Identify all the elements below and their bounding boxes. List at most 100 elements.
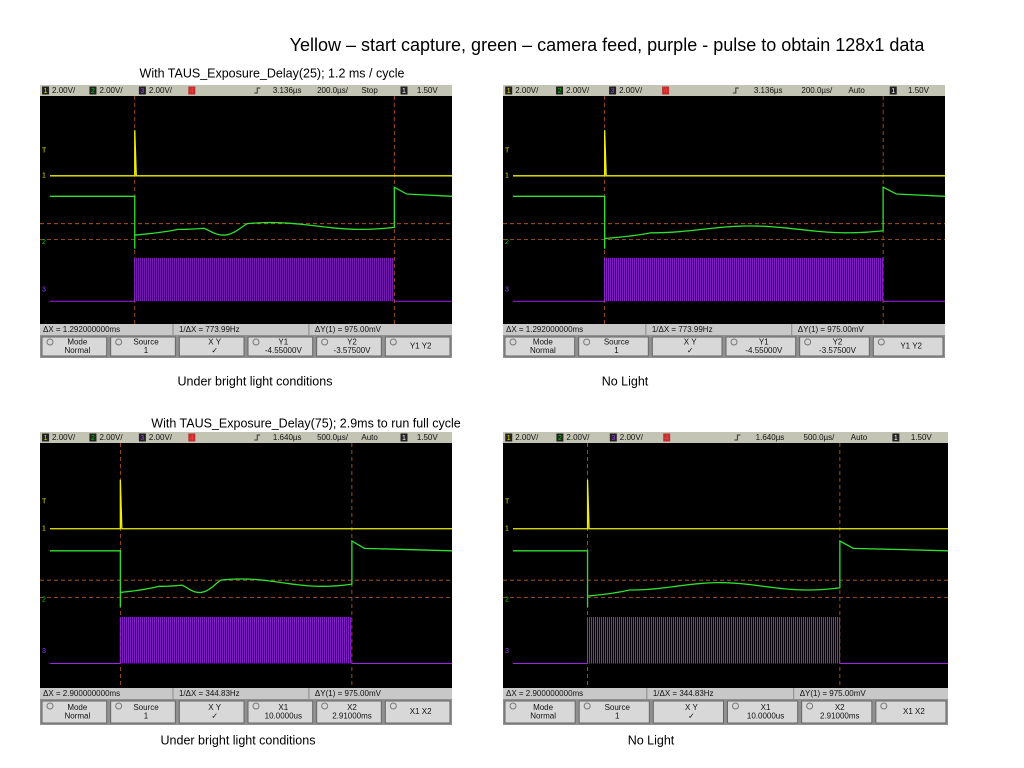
- knob-icon: [389, 702, 397, 710]
- channel-scale: 2.00V/: [52, 86, 76, 95]
- softkey: [316, 336, 382, 357]
- ground-marker: 1: [42, 526, 46, 533]
- channel-scale: 2.00V/: [99, 86, 123, 95]
- channel-number: 4: [665, 435, 669, 442]
- ground-marker: 3: [505, 648, 509, 655]
- mode: Auto: [361, 433, 378, 442]
- channel-scale: 2.00V/: [620, 433, 644, 442]
- channel-number: 4: [190, 88, 194, 95]
- channel-scale: 2.00V/: [566, 433, 590, 442]
- delay: 3.136µs: [273, 86, 302, 95]
- channel-box: [556, 433, 564, 442]
- ground-marker: 2: [505, 239, 509, 246]
- softkey: [247, 700, 314, 724]
- softkey-text: X1 X2: [410, 707, 432, 716]
- softkey-text: Source: [133, 337, 159, 346]
- channel-box: [505, 433, 513, 442]
- scope-label: No Light: [628, 733, 675, 747]
- ground-marker: T: [42, 499, 47, 506]
- trigger-channel: 1: [402, 88, 406, 95]
- softkey-text: X2: [347, 703, 357, 712]
- trigger-icon: [254, 434, 261, 441]
- softkey-text: Normal: [64, 711, 90, 720]
- scope-label: Under bright light conditions: [178, 374, 333, 388]
- ground-marker: 3: [42, 287, 46, 294]
- channel-box: [662, 86, 670, 95]
- purple-trace: [50, 257, 452, 302]
- softkey-text: X1: [278, 703, 288, 712]
- softkey: [247, 336, 314, 357]
- trigger-channel: 1: [891, 88, 895, 95]
- ground-marker: 1: [505, 526, 509, 533]
- softkey-text: Y1 Y2: [900, 342, 922, 351]
- status-bar: [503, 85, 945, 96]
- softkey: [875, 700, 947, 724]
- knob-icon: [509, 702, 517, 710]
- softkey-text: 1: [144, 346, 149, 355]
- channel-number: 1: [44, 88, 48, 95]
- softkey-text: 10.0000us: [265, 711, 302, 720]
- knob-icon: [732, 702, 739, 710]
- softkey-text: X Y: [685, 703, 698, 712]
- softkey: [316, 700, 382, 724]
- softkey-text: Mode: [533, 703, 554, 712]
- softkey-text: -3.57500V: [819, 346, 857, 355]
- channel-box: [609, 433, 617, 442]
- knob-icon: [389, 338, 397, 346]
- softkey-text: 2.91000ms: [332, 711, 372, 720]
- channel-number: 3: [140, 435, 144, 442]
- softkey-text: Normal: [530, 346, 556, 355]
- softkey-text: X Y: [684, 337, 697, 346]
- softkey: [504, 700, 576, 724]
- softkey-text: Y1: [759, 337, 769, 346]
- yellow-trace: [50, 479, 452, 530]
- measure-bar: [40, 324, 452, 335]
- softkey-text: Source: [605, 703, 631, 712]
- measurement: ΔX = 2.900000000ms: [43, 689, 120, 698]
- ground-marker: T: [505, 148, 510, 155]
- knob-icon: [252, 702, 260, 710]
- measurement: ΔY(1) = 975.00mV: [800, 689, 867, 698]
- softkey: [41, 336, 108, 357]
- softkey-text: Y2: [347, 337, 357, 346]
- status-bar: [503, 432, 948, 443]
- softkey-text: 2.91000ms: [820, 711, 860, 720]
- measurement: ΔX = 2.900000000ms: [506, 689, 583, 698]
- channel-scale: 2.00V/: [149, 86, 173, 95]
- softkey: [801, 700, 873, 724]
- softkey-text: -4.55000V: [745, 346, 783, 355]
- channel-scale: 2.00V/: [52, 433, 76, 442]
- yellow-trace: [513, 130, 945, 177]
- softkey: [578, 336, 649, 357]
- softkey: [110, 336, 176, 357]
- softkey-bar: [503, 699, 948, 725]
- trigger-icon: [734, 434, 741, 441]
- channel-box: [138, 433, 146, 442]
- knob-icon: [509, 338, 517, 346]
- timebase: 200.0µs/: [801, 86, 833, 95]
- channel-number: 3: [140, 88, 144, 95]
- knob-icon: [252, 338, 260, 346]
- measurement: 1/ΔX = 344.83Hz: [179, 689, 240, 698]
- channel-box: [138, 86, 146, 95]
- softkey-text: Normal: [64, 346, 90, 355]
- purple-trace: [513, 257, 945, 302]
- softkey-text: Source: [604, 337, 630, 346]
- knob-icon: [583, 338, 591, 346]
- knob-icon: [583, 702, 591, 710]
- channel-number: 2: [558, 435, 562, 442]
- softkey: [578, 700, 650, 724]
- knob-icon: [115, 702, 123, 710]
- timebase: 500.0µs/: [804, 433, 836, 442]
- trigger-channel: 1: [894, 435, 898, 442]
- level: 1.50V: [417, 433, 439, 442]
- trigger-box: [400, 433, 408, 442]
- timebase: 500.0µs/: [317, 433, 349, 442]
- softkey-text: Y1 Y2: [410, 342, 432, 351]
- level: 1.50V: [908, 86, 930, 95]
- measurement: ΔX = 1.292000000ms: [43, 325, 120, 334]
- mode: Auto: [851, 433, 868, 442]
- timebase: 200.0µs/: [317, 86, 349, 95]
- measurement: 1/ΔX = 773.99Hz: [179, 325, 240, 334]
- channel-box: [609, 86, 617, 95]
